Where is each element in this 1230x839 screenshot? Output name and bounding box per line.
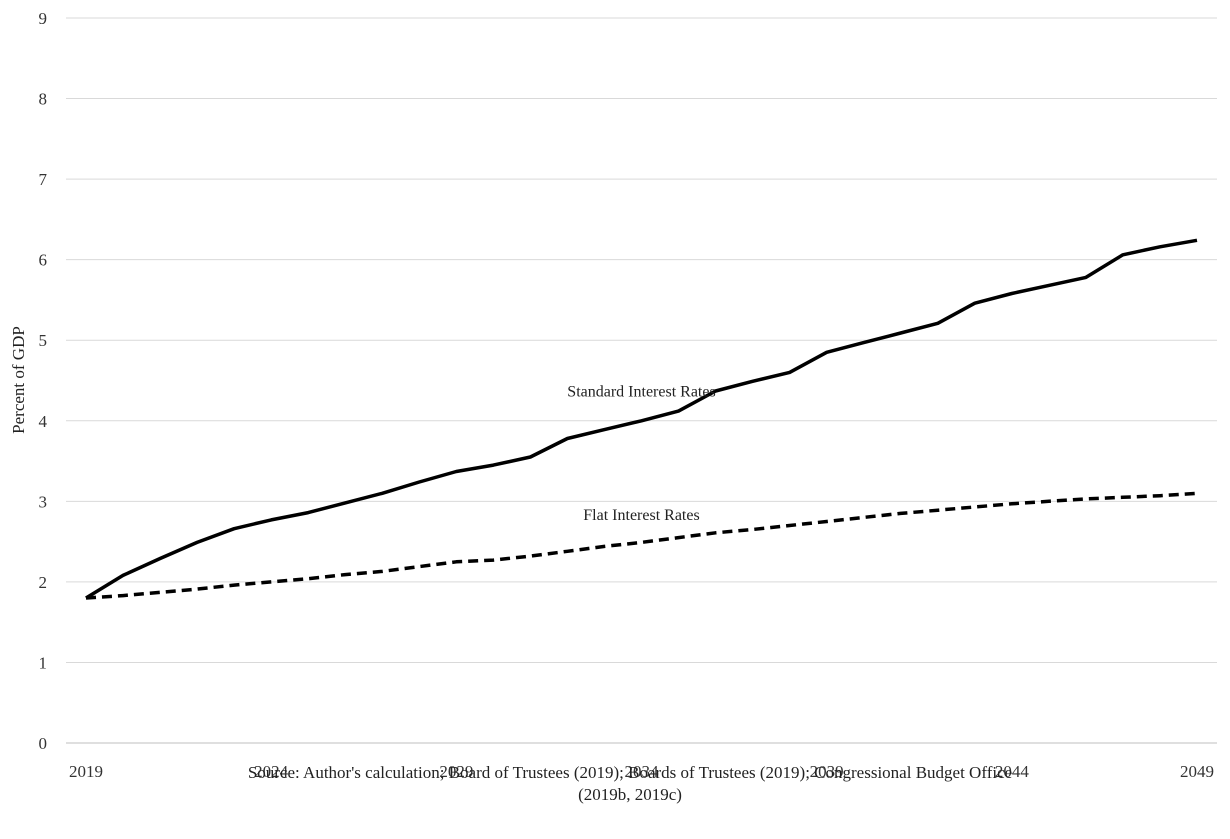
annotations: Standard Interest Rates Flat Interest Rat… <box>567 384 715 524</box>
y-axis-label: Percent of GDP <box>9 326 28 434</box>
x-tick-label: 2039 <box>810 762 844 781</box>
y-tick-label: 9 <box>39 9 48 28</box>
y-tick-label: 5 <box>39 331 48 350</box>
source-line-1: Source: Author's calculation; Board of T… <box>247 763 1013 782</box>
series-annotation: Standard Interest Rates <box>567 384 715 401</box>
y-tick-label: 8 <box>39 90 48 109</box>
series-line-standard <box>85 238 1198 600</box>
series-annotation: Flat Interest Rates <box>583 507 699 524</box>
y-tick-label: 0 <box>39 734 48 753</box>
y-tick-label: 7 <box>39 170 48 189</box>
y-axis-ticks: 0 1 2 3 4 5 6 7 8 9 <box>39 9 48 753</box>
x-tick-label: 2024 <box>254 762 289 781</box>
y-tick-label: 3 <box>39 492 48 511</box>
series-lines <box>85 238 1198 600</box>
x-tick-label: 2029 <box>439 762 473 781</box>
y-tick-label: 6 <box>39 251 48 270</box>
x-tick-label: 2019 <box>69 762 103 781</box>
source-line-2: (2019b, 2019c) <box>578 785 682 804</box>
series-line-flat <box>85 491 1198 600</box>
y-tick-label: 1 <box>39 653 48 672</box>
gridlines <box>66 17 1217 744</box>
y-tick-label: 4 <box>39 412 48 431</box>
x-axis-ticks: 2019 2024 2029 2034 2039 2044 2049 <box>69 762 1214 781</box>
x-tick-label: 2049 <box>1180 762 1214 781</box>
y-tick-label: 2 <box>39 573 48 592</box>
source-note: Source: Author's calculation; Board of T… <box>100 762 1160 806</box>
x-tick-label: 2044 <box>995 762 1030 781</box>
x-tick-label: 2034 <box>625 762 660 781</box>
